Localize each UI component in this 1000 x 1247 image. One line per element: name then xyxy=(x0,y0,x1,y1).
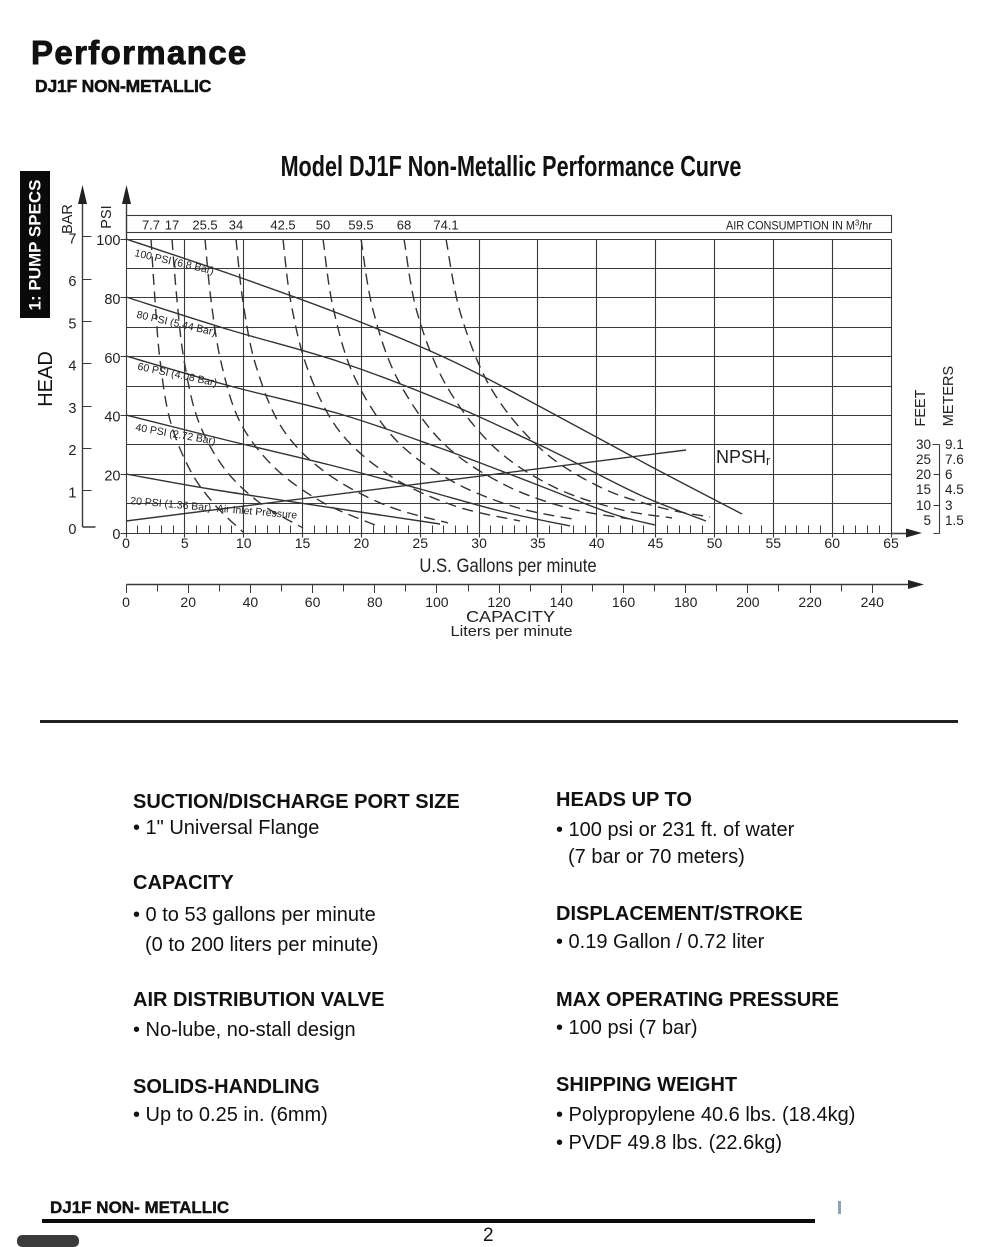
svg-text:40 PSI (2.72 Bar): 40 PSI (2.72 Bar) xyxy=(134,422,216,448)
svg-text:0: 0 xyxy=(122,535,130,551)
svg-text:42.5: 42.5 xyxy=(270,218,295,233)
svg-text:25.5: 25.5 xyxy=(192,218,217,233)
svg-text:40: 40 xyxy=(589,535,605,551)
svg-text:100 PSI (6.8 Bar): 100 PSI (6.8 Bar) xyxy=(133,247,215,277)
svg-text:60 PSI (4.08 Bar): 60 PSI (4.08 Bar) xyxy=(136,361,218,390)
svg-text:59.5: 59.5 xyxy=(348,218,373,233)
svg-text:7: 7 xyxy=(68,232,76,248)
svg-text:15: 15 xyxy=(295,535,311,551)
svg-text:5: 5 xyxy=(68,316,76,332)
svg-text:6: 6 xyxy=(945,467,953,482)
svg-text:74.1: 74.1 xyxy=(433,218,458,233)
svg-text:20: 20 xyxy=(104,468,120,484)
svg-text:100: 100 xyxy=(96,233,120,249)
svg-text:10: 10 xyxy=(916,498,931,513)
svg-text:BAR: BAR xyxy=(60,204,76,234)
svg-text:7.6: 7.6 xyxy=(945,452,964,467)
svg-text:0: 0 xyxy=(68,522,76,538)
svg-text:0: 0 xyxy=(122,594,130,610)
svg-text:180: 180 xyxy=(674,594,698,610)
svg-text:4.5: 4.5 xyxy=(945,482,964,497)
svg-text:4: 4 xyxy=(68,359,76,375)
svg-text:60: 60 xyxy=(104,351,120,367)
svg-text:20: 20 xyxy=(180,594,196,610)
svg-text:6: 6 xyxy=(68,274,76,290)
svg-text:NPSHr: NPSHr xyxy=(716,447,771,468)
svg-text:200: 200 xyxy=(736,594,760,610)
svg-text:10: 10 xyxy=(236,535,252,551)
svg-text:160: 160 xyxy=(612,594,636,610)
svg-text:34: 34 xyxy=(229,218,243,233)
svg-text:100: 100 xyxy=(425,594,449,610)
svg-text:Model DJ1F Non-Metallic Perfor: Model DJ1F Non-Metallic Performance Curv… xyxy=(281,151,742,183)
svg-text:68: 68 xyxy=(397,218,411,233)
svg-text:Liters per minute: Liters per minute xyxy=(451,624,573,640)
svg-text:20: 20 xyxy=(916,467,931,482)
svg-text:20: 20 xyxy=(354,535,370,551)
svg-text:AIR CONSUMPTION IN M3/hr: AIR CONSUMPTION IN M3/hr xyxy=(726,218,872,233)
svg-text:1: 1 xyxy=(68,486,76,502)
svg-text:2: 2 xyxy=(68,443,76,459)
svg-text:65: 65 xyxy=(883,535,899,551)
svg-text:80: 80 xyxy=(104,292,120,308)
svg-text:FEET: FEET xyxy=(913,389,929,426)
svg-text:50: 50 xyxy=(707,535,723,551)
svg-text:220: 220 xyxy=(798,594,822,610)
svg-text:1.5: 1.5 xyxy=(945,513,964,528)
svg-text:25: 25 xyxy=(916,452,931,467)
svg-text:7.7: 7.7 xyxy=(142,218,160,233)
svg-text:40: 40 xyxy=(104,410,120,426)
svg-text:PSI: PSI xyxy=(99,205,115,228)
svg-text:45: 45 xyxy=(648,535,664,551)
svg-text:60: 60 xyxy=(824,535,840,551)
svg-text:3: 3 xyxy=(68,401,76,417)
svg-text:3: 3 xyxy=(945,498,953,513)
svg-text:5: 5 xyxy=(181,535,189,551)
svg-text:40: 40 xyxy=(243,594,259,610)
svg-text:CAPACITY: CAPACITY xyxy=(466,609,555,626)
svg-text:0: 0 xyxy=(112,527,120,543)
svg-text:30: 30 xyxy=(916,437,931,452)
svg-text:U.S. Gallons per minute: U.S. Gallons per minute xyxy=(419,555,596,576)
svg-text:140: 140 xyxy=(550,594,574,610)
svg-text:17: 17 xyxy=(165,218,179,233)
svg-text:120: 120 xyxy=(487,594,511,610)
svg-text:25: 25 xyxy=(412,535,428,551)
svg-text:35: 35 xyxy=(530,535,546,551)
svg-text:80: 80 xyxy=(367,594,383,610)
svg-text:50: 50 xyxy=(316,218,330,233)
svg-text:240: 240 xyxy=(861,594,885,610)
svg-text:METERS: METERS xyxy=(941,366,957,426)
svg-text:9.1: 9.1 xyxy=(945,437,964,452)
svg-text:5: 5 xyxy=(923,513,931,528)
svg-text:15: 15 xyxy=(916,482,931,497)
svg-text:55: 55 xyxy=(766,535,782,551)
svg-text:60: 60 xyxy=(305,594,321,610)
svg-text:30: 30 xyxy=(471,535,487,551)
